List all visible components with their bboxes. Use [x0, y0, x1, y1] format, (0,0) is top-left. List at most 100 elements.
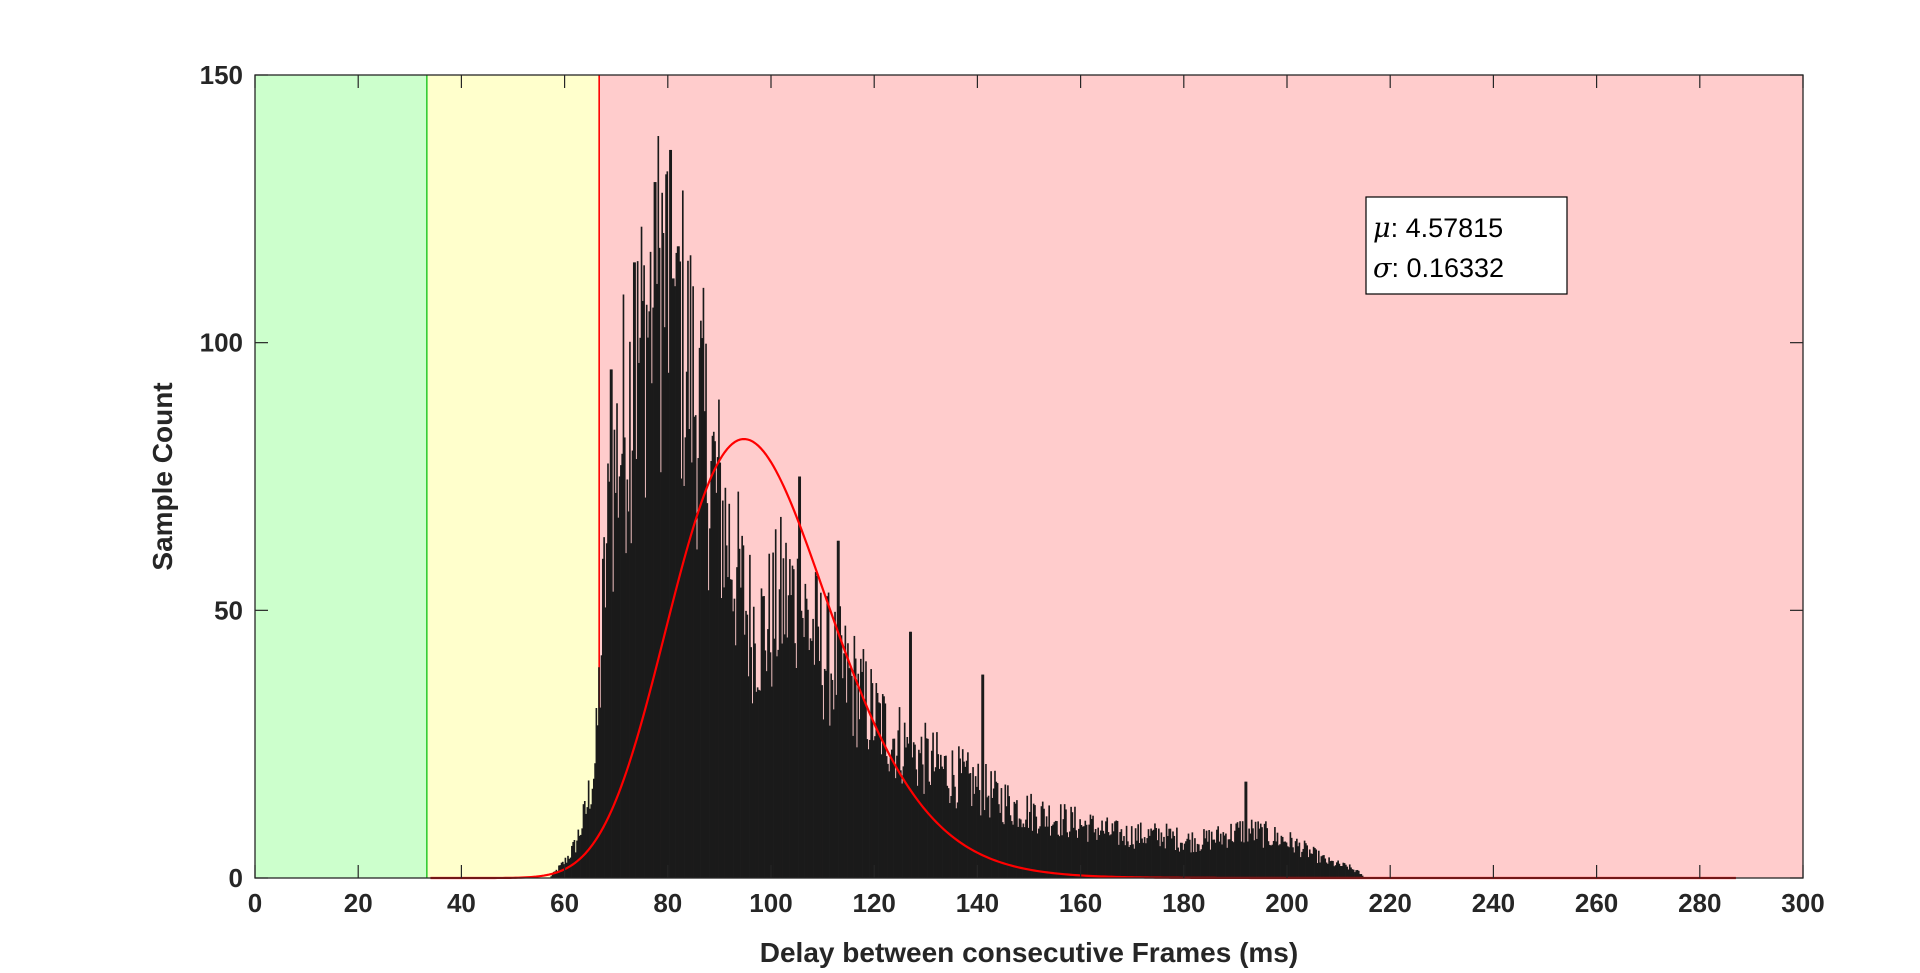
histogram-bar [830, 673, 832, 878]
histogram-bar [1216, 829, 1218, 878]
histogram-bar [969, 773, 972, 878]
histogram-bar [1019, 819, 1022, 878]
histogram-bar [809, 638, 812, 878]
histogram-bar [810, 640, 813, 878]
histogram-bar [1217, 826, 1219, 878]
histogram-bar [1145, 843, 1147, 878]
histogram-bar [1341, 866, 1343, 878]
x-tick-label: 140 [956, 888, 999, 918]
histogram-bars [550, 136, 1364, 879]
histogram-bar [1315, 849, 1318, 878]
histogram-bar [1307, 857, 1310, 878]
histogram-bar [663, 327, 666, 878]
histogram-bar [985, 764, 987, 878]
histogram-bar [658, 247, 661, 878]
histogram-bar [577, 829, 580, 878]
histogram-bar [627, 511, 630, 878]
histogram-bar [697, 458, 700, 878]
histogram-bar [715, 492, 718, 878]
histogram-bar [825, 670, 827, 878]
histogram-bar [1332, 860, 1334, 878]
histogram-bar [1070, 806, 1072, 878]
histogram-bar [1063, 804, 1066, 878]
histogram-bar [676, 246, 679, 879]
histogram-bar [1129, 844, 1132, 878]
histogram-bar [945, 755, 947, 878]
histogram-bar [1218, 841, 1221, 878]
histogram-bar [916, 785, 919, 878]
histogram-bar [976, 786, 978, 878]
histogram-bar [1342, 862, 1345, 878]
histogram-bar [1356, 869, 1359, 878]
histogram-bar [1044, 826, 1047, 878]
histogram-bar [712, 431, 715, 878]
histogram-bar [1003, 824, 1005, 878]
histogram-bar [1296, 838, 1298, 878]
mu-symbol: μ [1373, 213, 1391, 244]
histogram-bar [968, 773, 971, 878]
histogram-bar [787, 595, 790, 878]
histogram-bar [1281, 836, 1284, 878]
histogram-bar [977, 763, 980, 878]
histogram-bar [1249, 833, 1252, 878]
histogram-bar [965, 760, 968, 878]
histogram-bar [1199, 850, 1201, 878]
histogram-bar [595, 708, 598, 878]
histogram-bar [827, 592, 830, 878]
histogram-bar [925, 738, 928, 878]
histogram-bar [1001, 822, 1004, 878]
histogram-bar [602, 558, 604, 878]
histogram-bar [878, 702, 880, 878]
histogram-bar [1036, 833, 1039, 878]
histogram-bar [1234, 830, 1236, 878]
histogram-bar [1280, 835, 1283, 878]
histogram-bar [1119, 832, 1121, 878]
histogram-bar [1283, 841, 1285, 878]
sigma-value: : 0.16332 [1391, 253, 1504, 283]
histogram-bar [732, 611, 734, 878]
histogram-bar [1130, 826, 1133, 878]
histogram-bar [860, 658, 862, 878]
histogram-bar [654, 182, 657, 879]
histogram-bar [678, 246, 680, 879]
histogram-bar [1080, 825, 1083, 878]
histogram-bar [796, 558, 799, 878]
histogram-bar [1176, 827, 1178, 878]
histogram-bar [1038, 828, 1040, 878]
histogram-bar [813, 664, 816, 878]
histogram-bar [865, 661, 867, 878]
histogram-bar [1017, 826, 1020, 878]
histogram-bar [938, 768, 941, 878]
histogram-bar [638, 362, 640, 879]
histogram-bar [716, 457, 719, 878]
histogram-bar [987, 795, 990, 878]
histogram-bar [822, 719, 825, 878]
histogram-bar [643, 265, 645, 878]
histogram-bar [991, 797, 994, 878]
histogram-bar [1059, 804, 1062, 878]
histogram-bar [1102, 830, 1105, 878]
histogram-bar [1324, 858, 1327, 878]
x-tick-label: 280 [1678, 888, 1721, 918]
histogram-bar [1177, 847, 1179, 878]
histogram-bar [1032, 803, 1035, 878]
histogram-bar [746, 614, 749, 878]
histogram-bar [901, 783, 903, 878]
histogram-bar [817, 626, 820, 878]
histogram-bar [858, 719, 861, 878]
histogram-bar [639, 337, 642, 878]
histogram-bar [789, 559, 791, 878]
histogram-bar [839, 606, 842, 878]
histogram-bar [781, 643, 783, 878]
histogram-bar [854, 658, 857, 878]
histogram-bar [921, 764, 924, 878]
histogram-bar [600, 655, 603, 878]
histogram-bar [843, 653, 845, 878]
x-tick-label: 220 [1369, 888, 1412, 918]
histogram-bar [1040, 806, 1043, 878]
histogram-bar [636, 261, 639, 878]
histogram-bar [920, 736, 923, 878]
histogram-bar [1023, 827, 1026, 878]
histogram-bar [1244, 781, 1247, 878]
histogram-bar [1325, 862, 1328, 878]
